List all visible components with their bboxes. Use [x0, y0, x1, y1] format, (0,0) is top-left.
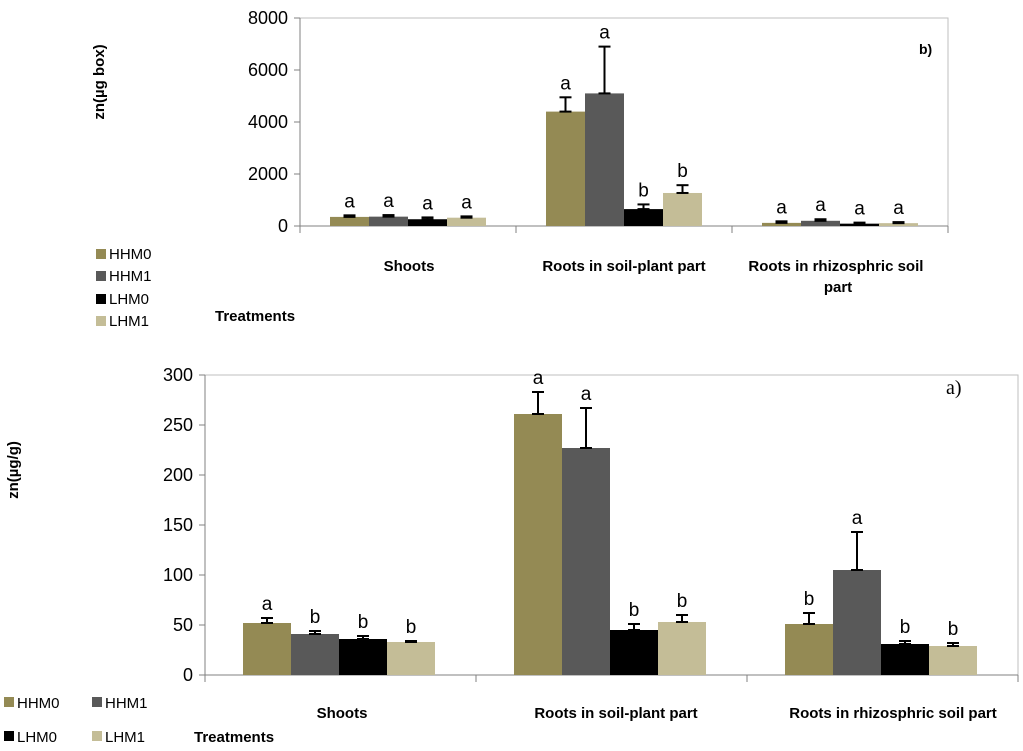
y-tick-label: 0	[183, 665, 193, 685]
bar-lhm1	[658, 622, 706, 675]
significance-letter: a	[581, 384, 592, 405]
legend-label-lhm1: LHM1	[109, 313, 149, 330]
chart-a-panel-label: a)	[946, 377, 962, 399]
bar-hhm0	[785, 624, 833, 675]
chart-b-category-label-1: Shoots	[384, 258, 435, 275]
legend-swatch-hhm1	[92, 697, 102, 707]
y-tick-label: 4000	[248, 112, 288, 132]
bar-lhm1	[879, 223, 918, 226]
bar-lhm0	[339, 639, 387, 675]
chart-b-y-ticks: 0 2000 4000 6000 8000	[248, 8, 949, 236]
chart-b-x-axis-title: Treatments	[215, 308, 295, 325]
y-tick-label: 250	[163, 415, 193, 435]
legend-label-hhm0: HHM0	[109, 246, 152, 263]
chart-b-category-label-3: Roots in rhizosphric soil part	[748, 258, 927, 296]
chart-b: 0 2000 4000 6000 8000 a a a a a a b b a a a a zn(µg box…	[91, 8, 949, 330]
significance-letter: a	[461, 192, 472, 213]
bar-lhm0	[610, 630, 658, 675]
significance-letter: a	[776, 197, 787, 218]
chart-a-bars: a b b b a a b b b a b b	[243, 368, 977, 675]
significance-letter: a	[383, 191, 394, 212]
legend-label-hhm0: HHM0	[17, 695, 60, 712]
chart-a-category-label-1: Shoots	[317, 705, 368, 722]
bar-hhm1	[562, 448, 610, 675]
chart-a-category-label-2: Roots in soil-plant part	[534, 705, 697, 722]
significance-letter: b	[677, 161, 688, 182]
y-tick-label: 0	[278, 216, 288, 236]
legend-swatch-hhm1	[96, 271, 106, 281]
significance-letter: a	[852, 508, 863, 529]
legend-swatch-hhm0	[4, 697, 14, 707]
significance-letter: a	[599, 23, 610, 44]
y-tick-label: 300	[163, 365, 193, 385]
significance-letter: a	[344, 191, 355, 212]
y-tick-label: 50	[173, 615, 193, 635]
bar-hhm1	[291, 634, 339, 675]
legend-swatch-lhm1	[96, 316, 106, 326]
chart-b-y-axis-label: zn(µg box)	[91, 44, 108, 119]
significance-letter: b	[804, 589, 815, 610]
legend-swatch-lhm1	[92, 731, 102, 741]
legend-label-lhm0: LHM0	[109, 291, 149, 308]
bar-hhm0	[762, 222, 801, 226]
legend-label-lhm0: LHM0	[17, 729, 57, 746]
significance-letter: a	[560, 73, 571, 94]
bar-hhm0	[243, 623, 291, 675]
significance-letter: b	[406, 617, 417, 638]
significance-letter: a	[422, 193, 433, 214]
bar-lhm0	[840, 223, 879, 226]
significance-letter: a	[893, 198, 904, 219]
significance-letter: b	[638, 180, 649, 201]
bar-lhm0	[881, 644, 929, 675]
bar-hhm1	[801, 220, 840, 226]
chart-b-category-label-2: Roots in soil-plant part	[542, 258, 705, 275]
significance-letter: a	[815, 195, 826, 216]
chart-a-y-ticks: 0 50 100 150 200 250 300	[163, 365, 1019, 685]
significance-letter: a	[533, 368, 544, 389]
legend-swatch-lhm0	[4, 731, 14, 741]
y-tick-label: 150	[163, 515, 193, 535]
chart-a-x-axis-title: Treatments	[194, 729, 274, 746]
significance-letter: b	[948, 619, 959, 640]
chart-b-legend: HHM0 HHM1 LHM0 LHM1	[96, 246, 152, 330]
chart-a: 0 50 100 150 200 250 300 a b b b a a b b b a b b zn(µg/g)…	[4, 365, 1019, 746]
chart-a-y-axis-label: zn(µg/g)	[5, 441, 22, 499]
chart-b-bars: a a a a a a b b a a a a	[330, 23, 918, 227]
chart-a-category-label-3: Roots in rhizosphric soil part	[789, 705, 997, 722]
bar-lhm1	[387, 642, 435, 675]
legend-swatch-hhm0	[96, 249, 106, 259]
y-tick-label: 2000	[248, 164, 288, 184]
legend-label-hhm1: HHM1	[105, 695, 148, 712]
y-tick-label: 6000	[248, 60, 288, 80]
bar-lhm0	[408, 219, 447, 226]
legend-label-lhm1: LHM1	[105, 729, 145, 746]
significance-letter: b	[629, 600, 640, 621]
significance-letter: b	[900, 617, 911, 638]
bar-hhm0	[330, 216, 369, 226]
bar-lhm0	[624, 209, 663, 226]
bar-hhm1	[585, 93, 624, 227]
y-tick-label: 200	[163, 465, 193, 485]
bar-hhm0	[546, 111, 585, 226]
y-tick-label: 8000	[248, 8, 288, 28]
bar-lhm1	[447, 217, 486, 226]
y-tick-label: 100	[163, 565, 193, 585]
bar-hhm1	[833, 570, 881, 675]
chart-b-panel-label: b)	[919, 41, 932, 57]
significance-letter: b	[677, 591, 688, 612]
bar-hhm1	[369, 216, 408, 226]
significance-letter: a	[854, 199, 865, 220]
legend-swatch-lhm0	[96, 294, 106, 304]
bar-lhm1	[929, 646, 977, 675]
bar-hhm0	[514, 414, 562, 675]
bar-lhm1	[663, 192, 702, 226]
significance-letter: b	[310, 607, 321, 628]
significance-letter: a	[262, 594, 273, 615]
chart-a-legend: HHM0 HHM1 LHM0 LHM1	[4, 695, 148, 746]
legend-label-hhm1: HHM1	[109, 268, 152, 285]
significance-letter: b	[358, 612, 369, 633]
